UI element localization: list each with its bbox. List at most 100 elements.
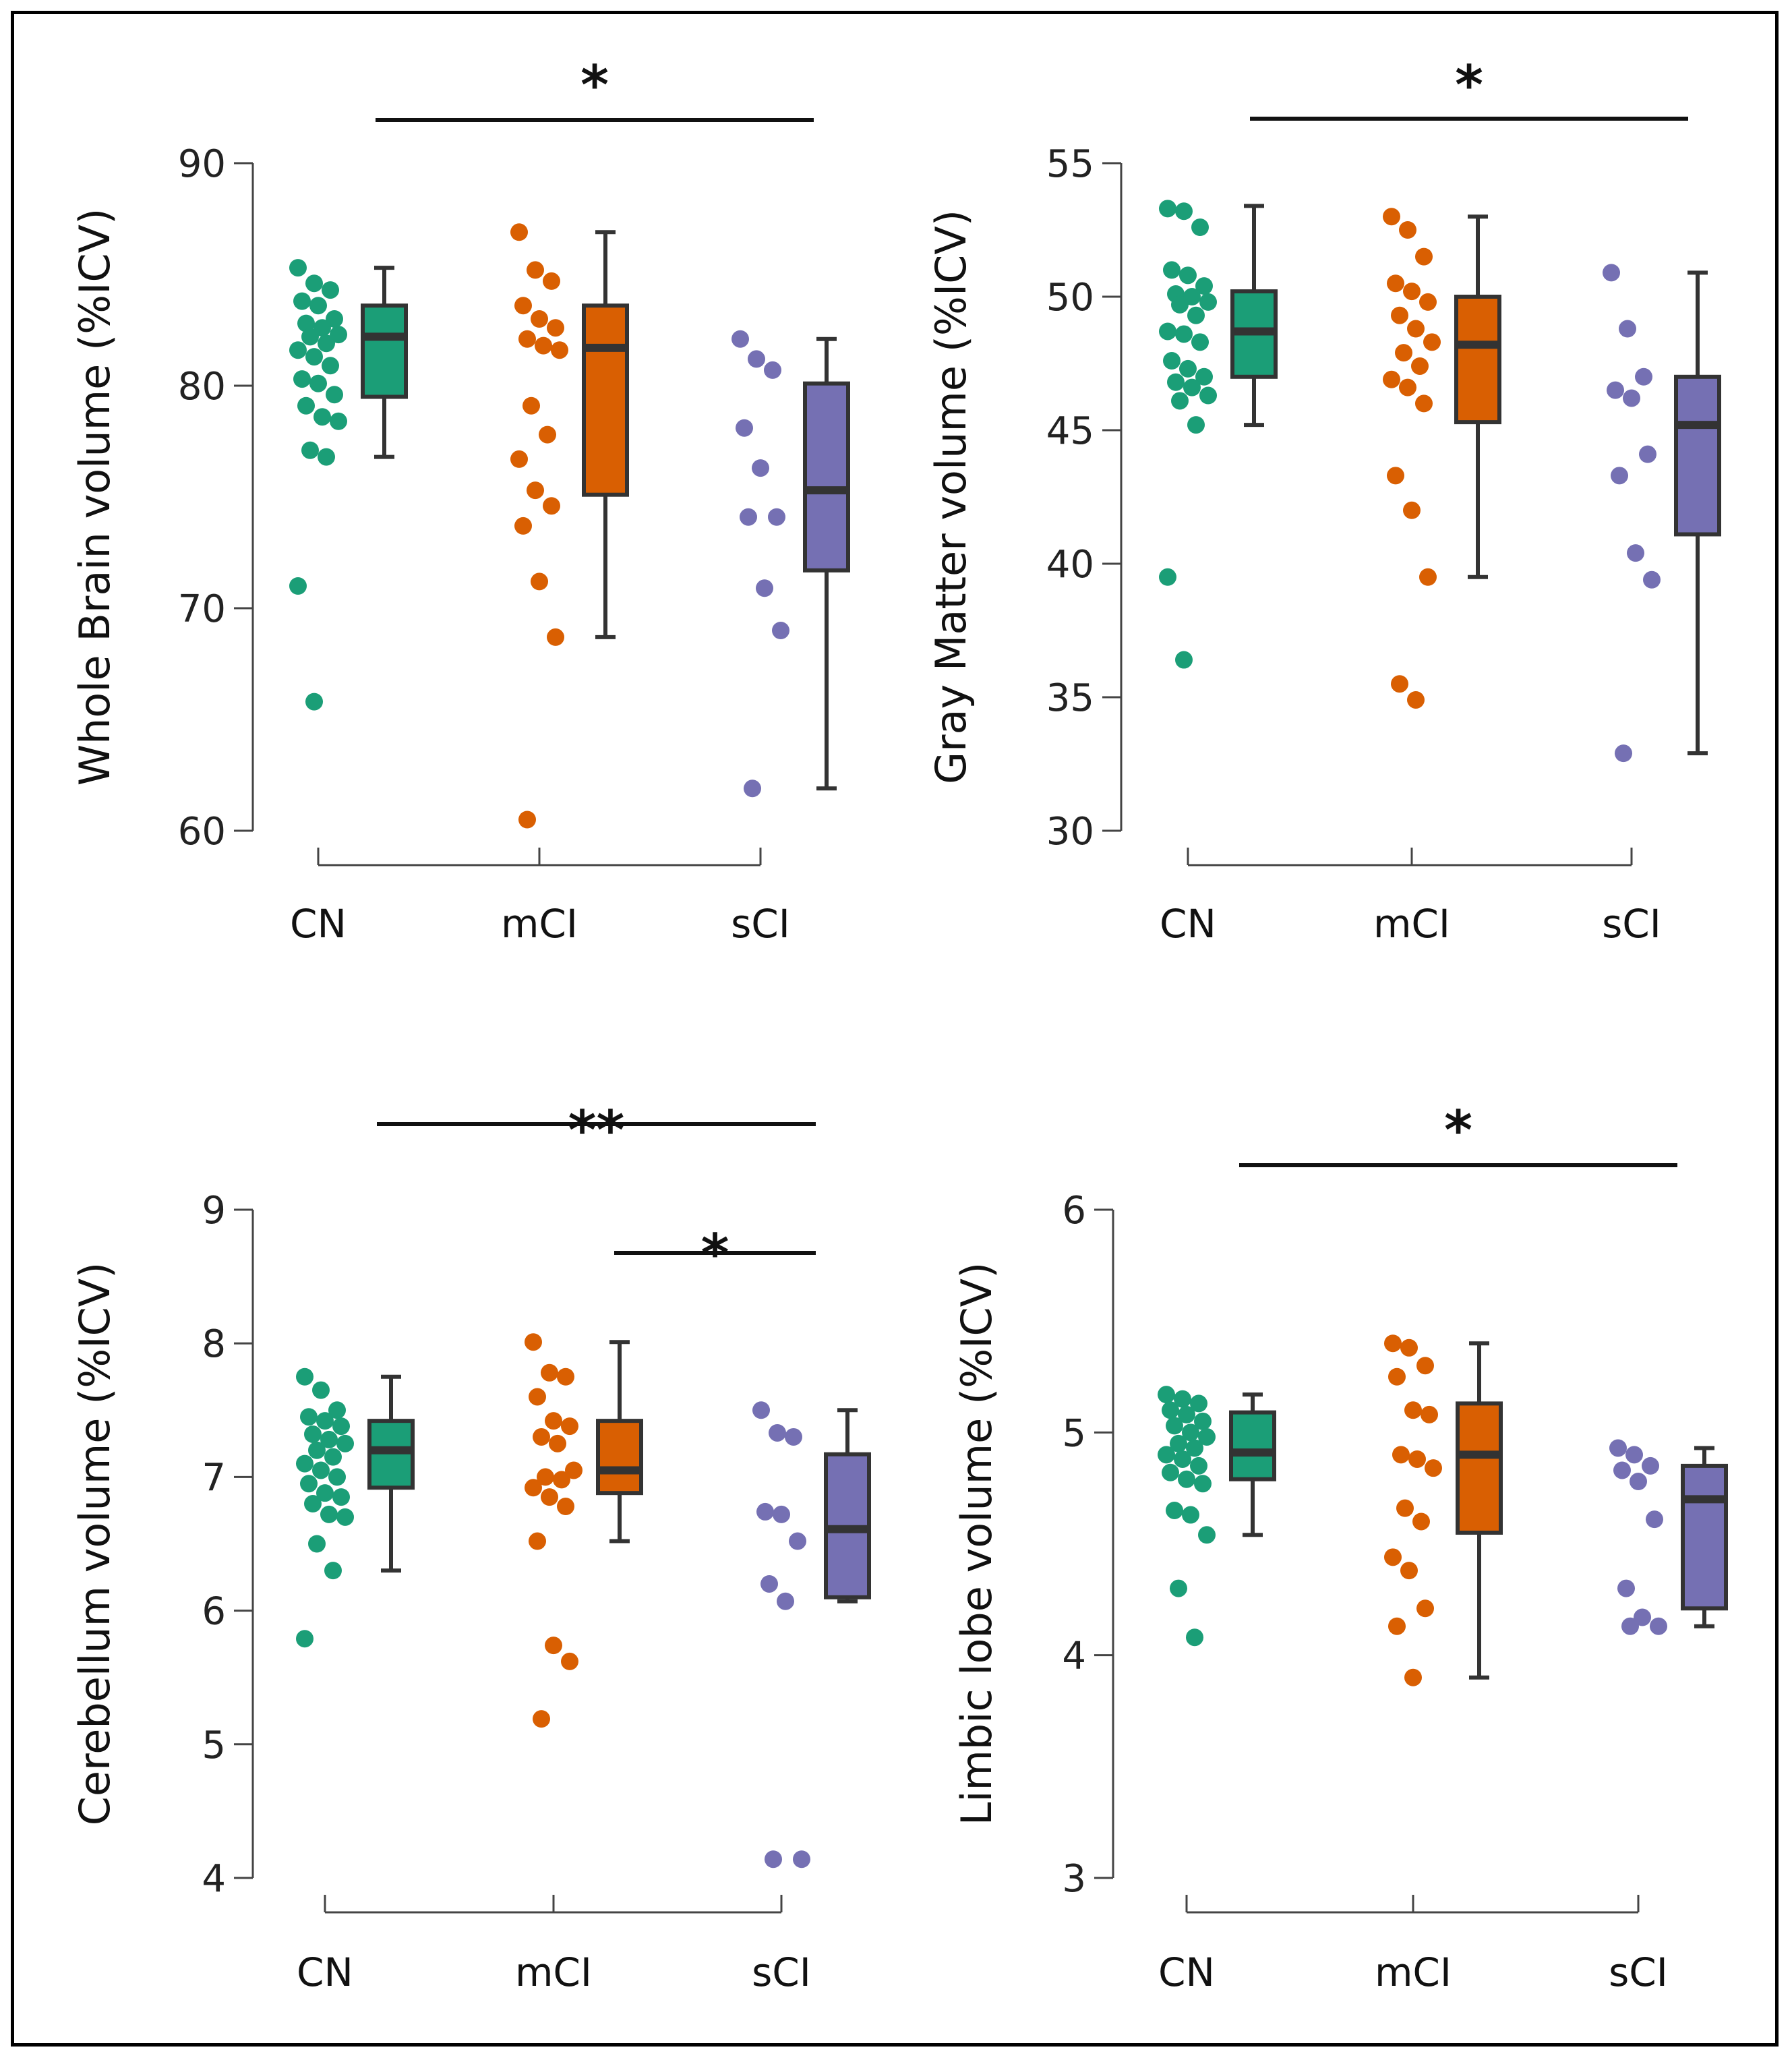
data-point-mci	[1399, 378, 1416, 396]
data-point-mci	[522, 396, 540, 415]
data-point-sci	[793, 1850, 810, 1868]
data-point-cn	[297, 396, 315, 415]
data-point-mci	[518, 811, 536, 829]
data-point-cn	[1162, 1463, 1179, 1481]
data-point-mci	[1384, 1548, 1402, 1566]
x-tick-label: CN	[290, 901, 347, 947]
data-point-mci	[565, 1461, 583, 1479]
data-point-mci	[514, 297, 532, 315]
data-point-sci	[1613, 1461, 1631, 1479]
data-point-cn	[1183, 378, 1201, 396]
data-point-mci	[531, 310, 548, 328]
data-point-mci	[1419, 568, 1437, 586]
data-point-mci	[537, 1468, 554, 1486]
y-tick-label: 5	[202, 1724, 226, 1767]
box-sci	[1681, 1463, 1728, 1611]
data-point-cn	[296, 1454, 313, 1473]
y-tick-label: 7	[202, 1456, 226, 1500]
data-point-cn	[1171, 392, 1189, 410]
data-point-mci	[543, 272, 560, 290]
data-point-sci	[748, 350, 765, 368]
data-point-cn	[328, 1468, 346, 1486]
data-point-mci	[1383, 208, 1400, 226]
data-point-cn	[309, 297, 327, 315]
data-point-mci	[1425, 1459, 1442, 1477]
x-tick-label: mCI	[515, 1949, 592, 1995]
data-point-sci	[1623, 389, 1640, 407]
data-point-mci	[1388, 1367, 1406, 1386]
data-point-sci	[736, 419, 753, 437]
data-point-cn	[304, 1425, 322, 1443]
data-point-cn	[1163, 261, 1181, 279]
data-point-mci	[547, 628, 564, 646]
data-point-mci	[545, 1637, 562, 1655]
significance-label: **	[568, 1099, 625, 1162]
data-point-mci	[533, 1428, 550, 1446]
data-point-sci	[744, 779, 761, 798]
panel-whole-brain: 60 70 80 90 Whole Brain volume (%ICV) CN mCI sC…	[70, 54, 850, 947]
data-point-mci	[557, 1498, 574, 1516]
data-point-mci	[1403, 501, 1421, 519]
data-point-mci	[525, 1333, 542, 1351]
data-point-mci	[533, 1710, 550, 1728]
data-point-sci	[777, 1592, 794, 1610]
data-point-sci	[1646, 1510, 1663, 1529]
data-point-cn	[289, 577, 307, 595]
data-point-cn	[1159, 568, 1176, 586]
data-point-mci	[1392, 1446, 1410, 1464]
data-point-mci	[1387, 467, 1404, 485]
data-point-mci	[545, 1412, 562, 1430]
data-point-mci	[1391, 675, 1408, 693]
y-tick-label: 90	[178, 142, 226, 186]
data-point-mci	[541, 1363, 558, 1382]
data-point-cn	[1182, 1506, 1199, 1524]
y-tick-label: 45	[1046, 409, 1094, 453]
data-point-cn	[1166, 1417, 1183, 1435]
data-point-mci	[539, 425, 556, 444]
data-point-cn	[332, 1417, 350, 1436]
data-point-mci	[1416, 1357, 1434, 1375]
data-point-cn	[309, 374, 327, 392]
data-point-mci	[1407, 690, 1425, 709]
data-point-mci	[1416, 1599, 1434, 1618]
data-point-mci	[529, 1532, 546, 1550]
data-point-sci	[765, 1850, 782, 1868]
data-point-cn	[1187, 306, 1205, 324]
data-point-sci	[1639, 445, 1656, 463]
data-point-cn	[293, 292, 311, 310]
data-point-sci	[1625, 1446, 1643, 1464]
data-point-sci	[1607, 381, 1624, 399]
data-point-sci	[772, 622, 789, 639]
data-point-sci	[1617, 1579, 1635, 1597]
data-point-mci	[1415, 247, 1433, 266]
data-point-mci	[1403, 283, 1421, 301]
data-point-sci	[1615, 744, 1632, 763]
data-point-cn	[1179, 359, 1197, 378]
y-tick-label: 70	[178, 587, 226, 631]
data-point-mci	[1383, 370, 1400, 388]
data-point-cn	[318, 448, 335, 466]
y-tick-label: 55	[1046, 142, 1094, 186]
data-point-cn	[324, 1448, 342, 1466]
data-point-sci	[785, 1428, 802, 1446]
data-point-cn	[289, 341, 307, 359]
data-point-cn	[322, 281, 339, 299]
data-point-mci	[557, 1367, 574, 1386]
y-tick-label: 50	[1046, 276, 1094, 320]
data-point-cn	[1171, 295, 1189, 314]
data-point-cn	[312, 1381, 330, 1399]
data-point-cn	[1163, 352, 1181, 370]
data-point-mci	[1404, 1401, 1422, 1419]
data-point-cn	[1194, 1412, 1212, 1430]
data-point-cn	[336, 1508, 354, 1526]
significance-label: *	[1455, 54, 1483, 117]
data-point-sci	[1635, 367, 1652, 386]
data-point-mci	[1404, 1668, 1422, 1686]
data-point-cn	[300, 1475, 318, 1493]
data-point-cn	[1178, 1405, 1195, 1423]
data-point-cn	[1199, 386, 1217, 405]
box-mci	[596, 1419, 643, 1496]
data-point-mci	[1423, 333, 1441, 351]
data-point-cn	[313, 319, 331, 337]
data-point-mci	[1411, 357, 1429, 375]
